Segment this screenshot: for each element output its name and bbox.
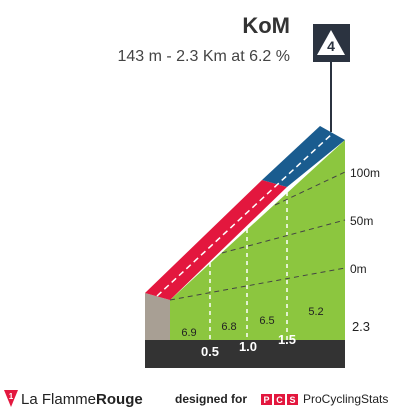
brand-name: La FlammeRouge — [21, 391, 143, 408]
km-label: 1.0 — [239, 339, 257, 354]
length-label: 2.3 — [352, 319, 370, 334]
elevation-label: 50m — [350, 214, 373, 228]
brand-icon-text: 1 — [9, 392, 14, 401]
gradient-label: 6.8 — [221, 321, 236, 333]
category: 4 — [327, 38, 335, 54]
segment-red — [145, 180, 287, 300]
pcs-box — [261, 394, 272, 405]
pcs-box — [274, 394, 285, 405]
elevation-label: 0m — [350, 262, 367, 276]
brand-bold: Rouge — [96, 391, 143, 408]
profile-base — [145, 340, 345, 368]
contour-line — [274, 171, 346, 206]
pcs-letter: C — [276, 395, 283, 405]
contour-line — [169, 267, 346, 301]
slope-surface — [170, 140, 345, 340]
gradient-label: 5.2 — [308, 306, 323, 318]
gradient-label: 6.5 — [259, 315, 274, 327]
segment-blue — [262, 126, 345, 187]
pcs-letter: S — [289, 395, 295, 405]
elevation-label: 100m — [350, 166, 380, 180]
title: KoM — [242, 13, 290, 38]
km-label: 0.5 — [201, 344, 219, 359]
pcs-box — [287, 394, 298, 405]
brand-icon — [4, 390, 18, 407]
badge-triangle — [317, 30, 345, 55]
pcs-name: ProCyclingStats — [303, 392, 388, 406]
contour-line — [221, 219, 346, 254]
gradient-label: 6.9 — [181, 327, 196, 339]
pcs-letter: P — [263, 395, 269, 405]
brand-light: La Flamme — [21, 391, 96, 408]
designed-for: designed for — [175, 392, 247, 406]
profile-side — [145, 293, 170, 340]
km-label: 1.5 — [278, 332, 296, 347]
subtitle: 143 m - 2.3 Km at 6.2 % — [117, 48, 290, 65]
